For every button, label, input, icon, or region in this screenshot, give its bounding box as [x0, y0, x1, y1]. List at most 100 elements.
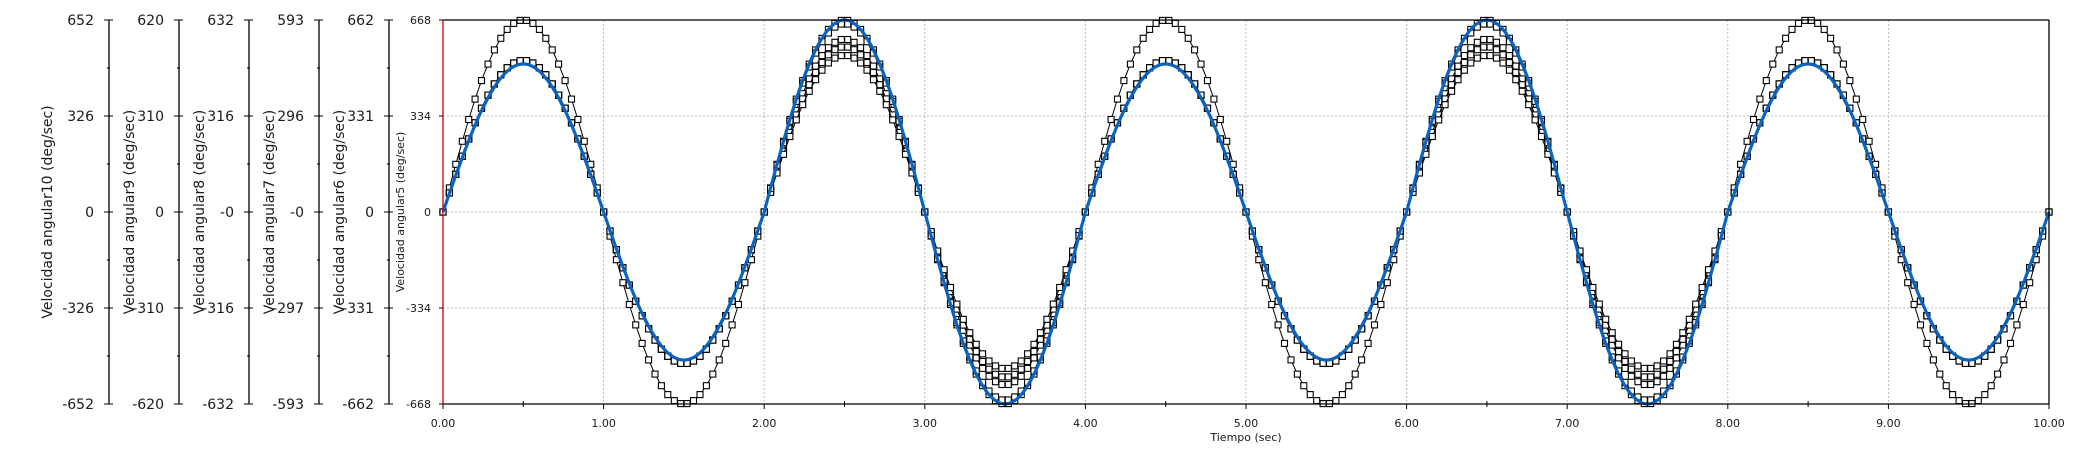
y-tick-label: -331: [342, 301, 374, 317]
x-axis: 0.00 1.00 2.00 3.00 4.00 5.00 6.00 7.00 8.00 9.00…: [431, 401, 2065, 444]
data-point-marker: [645, 356, 653, 364]
data-point-marker: [1011, 362, 1019, 370]
data-point-marker: [1306, 391, 1314, 399]
data-point-marker: [991, 370, 1000, 378]
data-point-marker: [966, 329, 974, 337]
data-point-marker: [1987, 382, 1995, 390]
y-tick-label: 0: [85, 205, 94, 221]
data-point-marker: [1647, 364, 1655, 372]
y-tick-label: 296: [277, 109, 304, 125]
data-point-marker: [1640, 373, 1648, 381]
y-tick-label: 652: [67, 13, 94, 29]
y-tick-label: -632: [202, 397, 234, 413]
data-point-marker: [818, 52, 826, 60]
data-point-marker: [1846, 77, 1854, 85]
data-point-marker: [477, 77, 486, 85]
data-point-marker: [465, 115, 473, 124]
data-point-marker: [889, 116, 897, 124]
data-point-marker: [1178, 25, 1186, 33]
data-point-marker: [1107, 115, 1115, 124]
data-point-marker: [998, 380, 1006, 389]
data-point-marker: [529, 19, 537, 27]
data-point-marker: [1814, 19, 1822, 27]
data-point-marker: [1615, 354, 1623, 362]
data-point-marker: [1615, 340, 1623, 348]
data-point-marker: [818, 58, 826, 67]
data-point-marker: [1627, 365, 1635, 373]
data-point-marker: [985, 365, 993, 373]
data-point-marker: [991, 378, 1000, 386]
x-tick-label: 10.00: [2033, 417, 2065, 430]
data-point-marker: [1820, 25, 1828, 33]
data-point-marker: [1358, 356, 1366, 364]
y-tick-label: -593: [272, 397, 304, 413]
data-point-marker: [1184, 34, 1192, 42]
data-point-marker: [844, 52, 852, 60]
data-point-marker: [831, 54, 839, 62]
data-point-marker: [1441, 101, 1449, 109]
data-point-marker: [696, 391, 704, 399]
data-point-marker: [1191, 46, 1199, 54]
y-tick-label: -662: [342, 397, 374, 413]
data-point-marker: [484, 60, 492, 68]
y-tick-label: 316: [207, 109, 234, 125]
data-point-marker: [1904, 279, 1912, 287]
data-point-marker: [1011, 370, 1019, 378]
y-tick-label: 668: [410, 14, 431, 27]
data-point-marker: [1627, 357, 1635, 365]
data-point-marker: [1653, 362, 1661, 370]
data-point-marker: [805, 87, 813, 95]
data-point-marker: [1499, 59, 1507, 67]
data-point-marker: [619, 279, 627, 287]
data-point-marker: [670, 397, 678, 405]
data-point-marker: [1216, 115, 1224, 124]
data-point-marker: [1634, 378, 1642, 386]
y-axis-label: Velocidad angular5 (deg/sec): [394, 132, 407, 293]
data-point-marker: [1467, 59, 1475, 67]
x-tick-label: 9.00: [1876, 417, 1901, 430]
data-point-marker: [1788, 25, 1796, 33]
data-point-marker: [1981, 391, 1989, 399]
y-tick-label: -310: [132, 301, 164, 317]
data-point-marker: [1004, 380, 1012, 389]
data-point-marker: [1171, 19, 1179, 27]
data-point-marker: [715, 356, 723, 364]
data-point-marker: [1499, 44, 1507, 52]
data-point-marker: [1762, 77, 1770, 85]
series-layer: [439, 16, 2053, 408]
data-point-marker: [1428, 132, 1436, 141]
series-line: [441, 18, 2051, 406]
data-point-marker: [812, 68, 820, 77]
data-point-marker: [857, 51, 865, 59]
data-point-marker: [1916, 321, 1925, 329]
data-point-marker: [1017, 357, 1025, 365]
data-point-marker: [1852, 95, 1860, 103]
data-point-marker: [837, 35, 845, 44]
y-tick-label: 326: [67, 109, 94, 125]
data-point-marker: [1955, 397, 1963, 405]
data-point-marker: [863, 52, 871, 60]
data-point-marker: [1865, 137, 1873, 145]
data-point-marker: [1672, 340, 1680, 348]
data-point-marker: [1460, 52, 1468, 60]
data-point-marker: [1505, 52, 1513, 60]
data-point-marker: [1794, 19, 1803, 27]
data-point-marker: [812, 62, 820, 70]
data-point-marker: [863, 58, 871, 67]
data-point-marker: [510, 19, 518, 27]
data-point-marker: [1839, 60, 1847, 68]
data-point-marker: [1660, 372, 1668, 380]
y-tick-label: 620: [137, 13, 164, 29]
data-point-marker: [1017, 365, 1025, 373]
data-point-marker: [991, 362, 1000, 370]
data-point-marker: [1512, 62, 1520, 70]
data-point-marker: [728, 321, 736, 329]
data-point-marker: [458, 137, 466, 145]
data-point-marker: [985, 357, 993, 365]
data-point-marker: [1518, 87, 1526, 95]
data-point-marker: [1492, 54, 1501, 62]
y-tick-label: -297: [272, 301, 304, 317]
data-point-marker: [844, 35, 852, 44]
x-tick-label: 4.00: [1073, 417, 1098, 430]
x-tick-label: 0.00: [431, 417, 456, 430]
